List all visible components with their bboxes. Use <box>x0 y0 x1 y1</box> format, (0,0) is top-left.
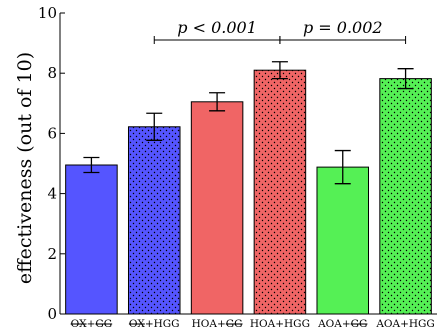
x-tick-label: OX+GG <box>71 318 113 330</box>
struck-text: OX <box>71 318 87 330</box>
x-tick-label: HOA+HGG <box>250 318 310 330</box>
x-tick-label: AOA+HGG <box>375 318 435 330</box>
y-tick-label: 10 <box>38 4 57 22</box>
label-text: AOA+HGG <box>375 318 435 330</box>
y-tick-label: 2 <box>47 245 57 263</box>
bar-pattern <box>254 70 306 314</box>
x-tick-label: AOA+GG <box>317 318 367 330</box>
axes: 0 2 4 6 8 10 <box>38 4 437 323</box>
annotations: p < 0.001 p = 0.002 <box>153 18 407 44</box>
y-axis-label: effectiveness (out of 10) <box>14 52 36 284</box>
y-tick-label: 4 <box>47 185 57 203</box>
label-text: +HGG <box>145 318 180 330</box>
bar-pattern <box>128 126 181 314</box>
struck-text: GG <box>226 318 243 330</box>
p-value-label: p = 0.002 <box>303 18 383 37</box>
label-text: HOA+ <box>192 318 226 330</box>
struck-text: GG <box>351 318 368 330</box>
y-tick-label: 8 <box>47 64 57 82</box>
bar <box>191 101 243 314</box>
y-tick-label: 0 <box>47 305 57 323</box>
bar <box>316 167 369 314</box>
y-tick-label: 6 <box>47 124 57 142</box>
x-tick-label: OX+HGG <box>129 318 180 330</box>
x-tick-label: HOA+GG <box>192 318 243 330</box>
struck-text: OX <box>129 318 145 330</box>
struck-text: GG <box>95 318 112 330</box>
label-text: HOA+HGG <box>250 318 310 330</box>
bar <box>65 165 118 314</box>
bar-pattern <box>379 78 432 314</box>
label-text: AOA+ <box>317 318 351 330</box>
p-value-label: p < 0.001 <box>177 18 257 37</box>
bars: OX+GG OX+HGG HOA+GG HOA+HGG AOA+GG AOA+HGG <box>65 61 435 330</box>
label-text: + <box>87 318 96 330</box>
